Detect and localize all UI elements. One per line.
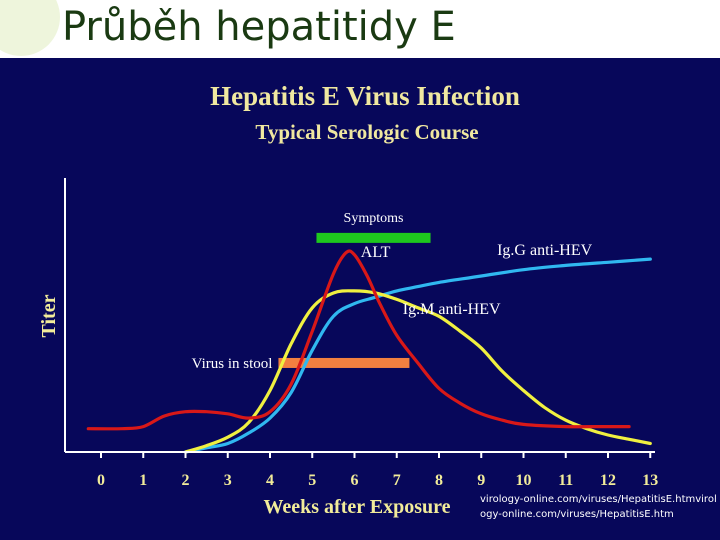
x-tick-label-10: 10	[516, 472, 532, 489]
source-note: virology-online.com/viruses/HepatitisE.h…	[480, 494, 717, 520]
serology-chart: Hepatitis E Virus Infection Typical Sero…	[0, 58, 720, 540]
tick-layer: 0 1 2 3 4 5 6 7 8 9 10 11 12 13	[97, 452, 658, 489]
y-axis-label: Titer	[38, 294, 60, 337]
chart-background	[0, 58, 720, 540]
x-tick-label-11: 11	[558, 472, 573, 489]
x-tick-label-0: 0	[97, 472, 105, 489]
series-layer	[86, 249, 652, 454]
series-line-0	[86, 249, 631, 431]
x-axis-label: Weeks after Exposure	[263, 496, 450, 518]
interval-label-1: Virus in stool	[192, 356, 273, 372]
chart-subtitle: Typical Serologic Course	[255, 120, 478, 144]
x-tick-label-6: 6	[351, 472, 359, 489]
x-tick-label-12: 12	[600, 472, 616, 489]
chart-panel: Hepatitis E Virus Infection Typical Sero…	[0, 58, 720, 540]
x-tick-label-1: 1	[139, 472, 147, 489]
x-tick-label-13: 13	[642, 472, 658, 489]
x-tick-label-2: 2	[182, 472, 190, 489]
interval-bar-0	[316, 232, 431, 243]
annotation-2: Ig.M anti-HEV	[403, 301, 501, 318]
x-tick-label-8: 8	[435, 472, 443, 489]
series-line-1	[183, 289, 652, 454]
x-tick-label-9: 9	[477, 472, 485, 489]
x-tick-label-4: 4	[266, 472, 274, 489]
decorative-circle	[0, 0, 60, 56]
chart-title: Hepatitis E Virus Infection	[210, 81, 520, 111]
interval-label-0: Symptoms	[344, 211, 404, 226]
interval-bar-1	[278, 357, 410, 368]
series-line-2	[183, 257, 652, 454]
interval-layer: Symptoms Virus in stool	[192, 211, 431, 372]
x-tick-label-3: 3	[224, 472, 232, 489]
slide-title: Průběh hepatitidy E	[62, 4, 456, 50]
annotation-1: Ig.G anti-HEV	[497, 242, 593, 259]
annotation-0: ALT	[361, 244, 391, 261]
slide-header: Průběh hepatitidy E	[0, 0, 720, 58]
x-tick-label-7: 7	[393, 472, 401, 489]
x-tick-label-5: 5	[308, 472, 316, 489]
annotation-layer: ALT Ig.G anti-HEV Ig.M anti-HEV	[361, 242, 593, 318]
